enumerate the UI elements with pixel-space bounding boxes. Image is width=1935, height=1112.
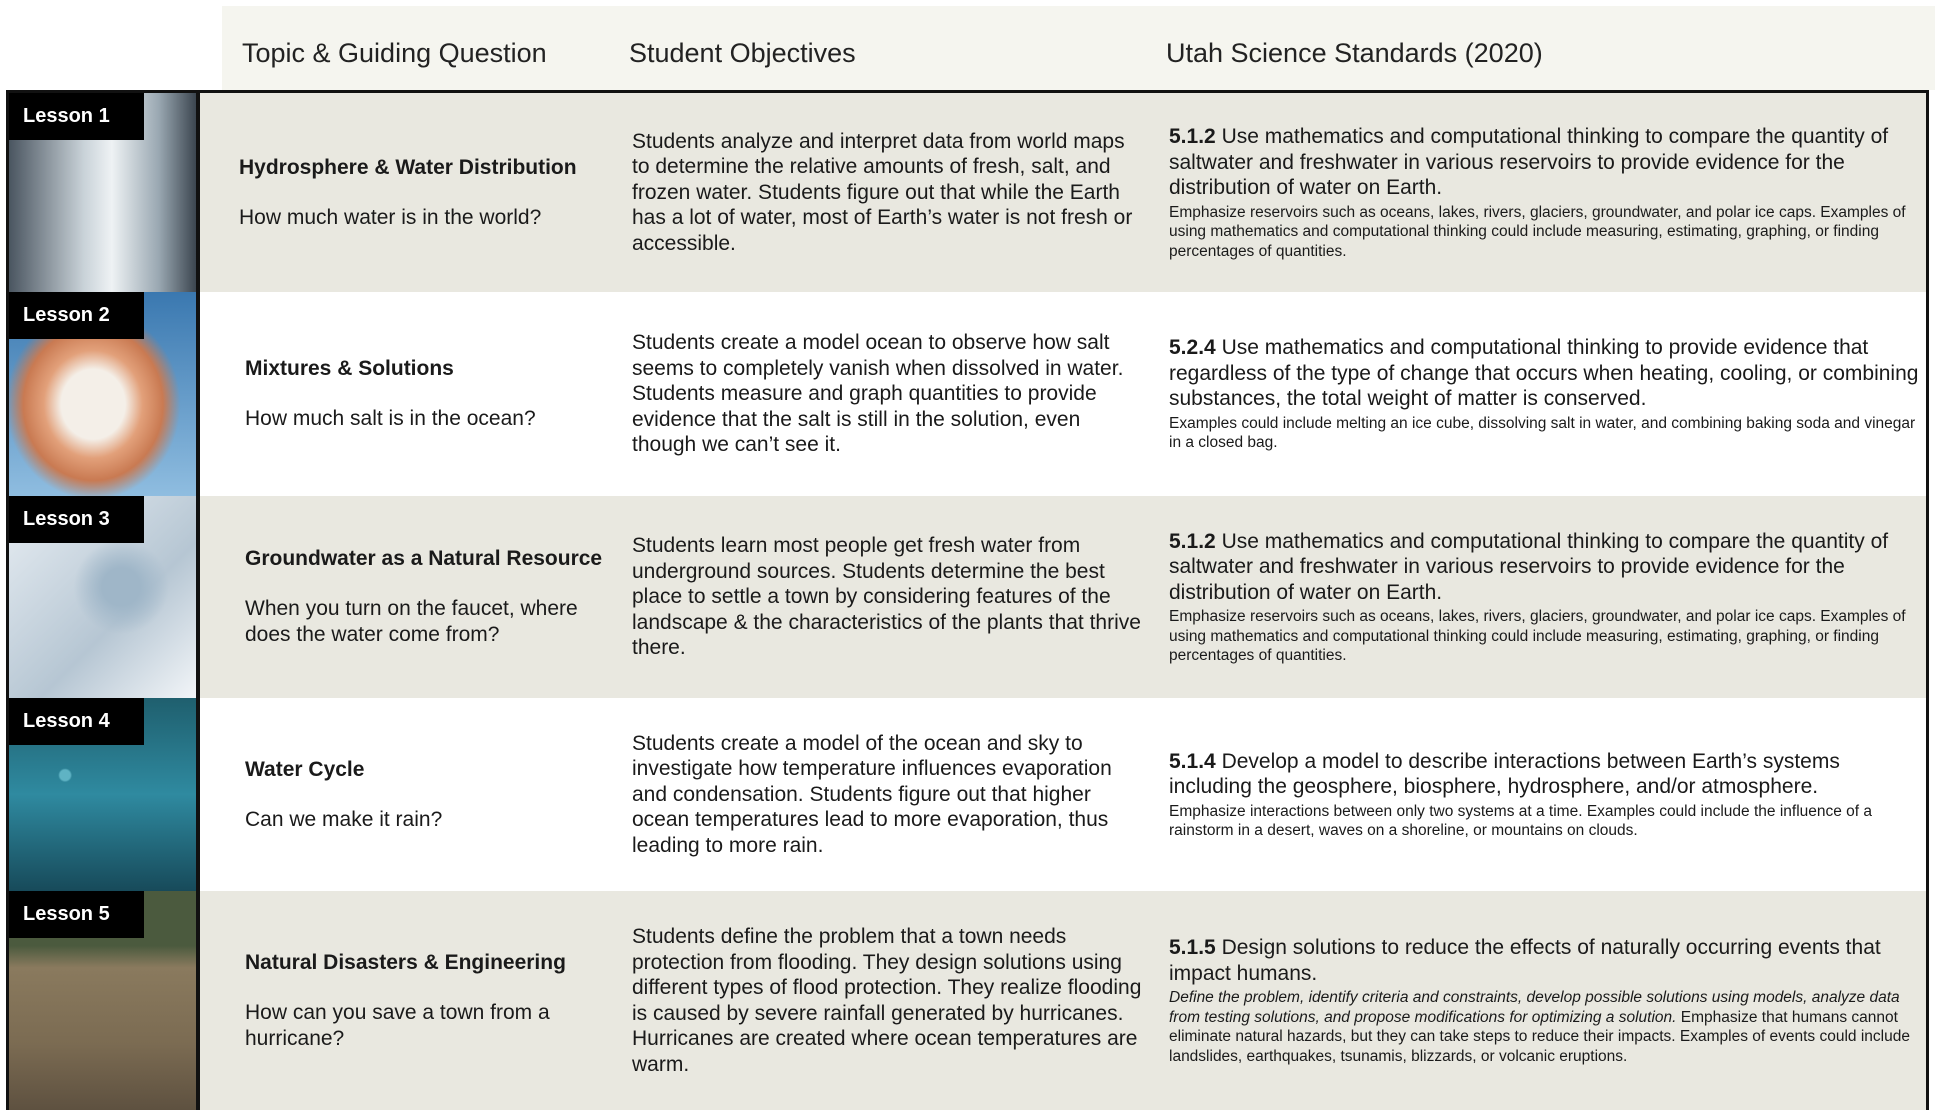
standard-cell: 5.2.4 Use mathematics and computational …: [1169, 292, 1921, 496]
standard-text: Use mathematics and computational thinki…: [1169, 336, 1919, 411]
guiding-question: How much salt is in the ocean?: [245, 407, 536, 430]
topic-cell: Natural Disasters & Engineering How can y…: [245, 891, 615, 1110]
standard-cell: 5.1.4 Develop a model to describe intera…: [1169, 698, 1921, 891]
standard-statement: 5.2.4 Use mathematics and computational …: [1169, 335, 1921, 412]
standard-statement: 5.1.4 Develop a model to describe intera…: [1169, 749, 1921, 800]
standard-cell: 5.1.2 Use mathematics and computational …: [1169, 93, 1921, 292]
lesson-photo: Lesson 3: [9, 496, 200, 698]
lesson-photo: Lesson 4: [9, 698, 200, 891]
lesson-photo: Lesson 5: [9, 891, 200, 1110]
standard-code: 5.1.5: [1169, 936, 1216, 959]
standard-detail-italic: Define the problem, identify criteria an…: [1169, 989, 1900, 1026]
lesson-table: Lesson 1 Hydrosphere & Water Distribution…: [6, 90, 1929, 1110]
objectives-cell: Students create a model of the ocean and…: [632, 698, 1142, 891]
lesson-label: Lesson 5: [9, 891, 144, 938]
standard-text: Use mathematics and computational thinki…: [1169, 529, 1889, 604]
standard-code: 5.1.4: [1169, 749, 1216, 773]
lesson-photo: Lesson 2: [9, 292, 200, 496]
standard-detail: Emphasize reservoirs such as oceans, lak…: [1169, 203, 1921, 262]
lesson-row: Lesson 5 Natural Disasters & Engineering H…: [9, 891, 1926, 1110]
objectives-text: Students define the problem that a town …: [632, 925, 1142, 1076]
objectives-text: Students analyze and interpret data from…: [632, 129, 1133, 255]
standard-text: Develop a model to describe interactions…: [1169, 749, 1840, 799]
standard-statement: 5.1.5 Design solutions to reduce the eff…: [1169, 935, 1921, 986]
objectives-text: Students learn most people get fresh wat…: [632, 534, 1141, 660]
topic-title: Groundwater as a Natural Resource: [245, 547, 603, 570]
objectives-cell: Students create a model ocean to observe…: [632, 292, 1142, 496]
column-header: Student Objectives: [629, 38, 856, 68]
lesson-row: Lesson 3 Groundwater as a Natural Resourc…: [9, 496, 1926, 698]
topic-title: Water Cycle: [245, 757, 365, 781]
standard-detail: Emphasize interactions between only two …: [1169, 802, 1921, 841]
standard-detail-text: Examples could include melting an ice cu…: [1169, 414, 1916, 452]
standard-detail: Define the problem, identify criteria an…: [1169, 988, 1921, 1066]
lesson-photo: Lesson 1: [9, 93, 200, 292]
guiding-question: When you turn on the faucet, where does …: [245, 597, 578, 646]
lesson-label: Lesson 4: [9, 698, 144, 745]
header: Topic & Guiding Question Student Objecti…: [222, 6, 1935, 90]
objectives-text: Students create a model ocean to observe…: [632, 331, 1124, 457]
standard-text: Use mathematics and computational thinki…: [1169, 125, 1889, 199]
standard-code: 5.1.2: [1169, 529, 1216, 553]
guiding-question: How can you save a town from a hurricane…: [245, 1000, 550, 1050]
topic-title: Mixtures & Solutions: [245, 357, 454, 380]
standard-text: Design solutions to reduce the effects o…: [1169, 936, 1881, 985]
standard-detail-text: Emphasize reservoirs such as oceans, lak…: [1169, 203, 1906, 260]
standard-detail: Examples could include melting an ice cu…: [1169, 414, 1921, 453]
standard-code: 5.1.2: [1169, 125, 1216, 148]
standard-cell: 5.1.5 Design solutions to reduce the eff…: [1169, 891, 1921, 1110]
column-header: Topic & Guiding Question: [242, 38, 547, 68]
standard-statement: 5.1.2 Use mathematics and computational …: [1169, 124, 1921, 201]
standard-statement: 5.1.2 Use mathematics and computational …: [1169, 529, 1921, 606]
standard-code: 5.2.4: [1169, 336, 1216, 360]
lesson-row: Lesson 1 Hydrosphere & Water Distribution…: [9, 93, 1926, 292]
standard-detail-text: Emphasize interactions between only two …: [1169, 802, 1873, 840]
topic-cell: Hydrosphere & Water Distribution How much…: [239, 93, 609, 292]
standard-detail: Emphasize reservoirs such as oceans, lak…: [1169, 607, 1921, 666]
lesson-label: Lesson 3: [9, 496, 144, 543]
lesson-row: Lesson 4 Water Cycle Can we make it rain? S…: [9, 698, 1926, 891]
topic-cell: Water Cycle Can we make it rain?: [245, 698, 615, 891]
topic-title: Hydrosphere & Water Distribution: [239, 155, 577, 179]
objectives-text: Students create a model of the ocean and…: [632, 731, 1112, 857]
objectives-cell: Students analyze and interpret data from…: [632, 93, 1142, 292]
topic-cell: Mixtures & Solutions How much salt is in …: [245, 292, 615, 496]
standard-cell: 5.1.2 Use mathematics and computational …: [1169, 496, 1921, 698]
topic-cell: Groundwater as a Natural Resource When yo…: [245, 496, 615, 698]
topic-title: Natural Disasters & Engineering: [245, 950, 566, 974]
objectives-cell: Students learn most people get fresh wat…: [632, 496, 1142, 698]
lesson-label: Lesson 2: [9, 292, 144, 339]
objectives-cell: Students define the problem that a town …: [632, 891, 1142, 1110]
guiding-question: Can we make it rain?: [245, 807, 443, 831]
standard-detail-text: Emphasize that humans cannot eliminate n…: [1169, 1008, 1910, 1065]
column-header: Utah Science Standards (2020): [1166, 38, 1543, 68]
guiding-question: How much water is in the world?: [239, 205, 542, 229]
lesson-label: Lesson 1: [9, 93, 144, 140]
standard-detail-text: Emphasize reservoirs such as oceans, lak…: [1169, 608, 1906, 664]
lesson-row: Lesson 2 Mixtures & Solutions How much sal…: [9, 292, 1926, 496]
